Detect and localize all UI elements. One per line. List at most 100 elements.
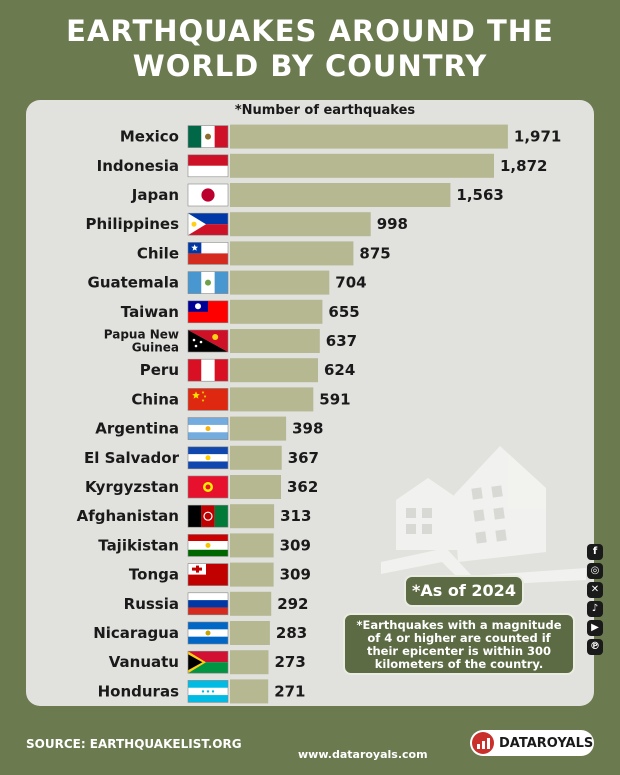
value-label: 283 [276,624,307,642]
brand-name: DATAROYALS [499,735,594,751]
bar-tajikistan [230,533,274,558]
flag-chile-icon [187,242,229,265]
flag-russia-icon [187,592,229,616]
flag-japan-icon [187,183,229,207]
value-label: 1,563 [456,186,503,204]
bar-guatemala [230,270,330,295]
bar-japan [230,183,451,207]
value-label: 998 [377,215,408,233]
x-icon[interactable]: ✕ [587,582,603,598]
flag-china-icon [187,388,229,411]
brand-badge: DATAROYALS [470,730,594,756]
flag-philippines-icon [187,212,229,236]
category-label: Philippines [86,215,180,233]
flag-indonesia-icon [187,154,229,178]
category-label: Chile [137,244,179,262]
bar-el-salvador [230,445,282,470]
flag-mexico-icon [187,125,229,148]
value-label: 591 [319,390,350,408]
category-label: China [131,390,179,408]
category-label: El Salvador [84,449,180,467]
bar-kyrgyzstan [230,475,281,499]
page-title: EARTHQUAKES AROUND THE WORLD BY COUNTRY [0,14,620,84]
chart-panel: *Number of earthquakes Mexico 1,971 Indone… [26,100,594,706]
social-links: f ◎ ✕ ♪ ▶ ℗ [587,544,605,658]
category-label: Taiwan [121,303,179,321]
youtube-icon[interactable]: ▶ [587,620,603,636]
flag-taiwan-icon [187,300,229,324]
bar-indonesia [230,153,494,178]
value-label: 624 [324,361,355,379]
website-link[interactable]: www.dataroyals.com [298,748,428,761]
value-label: 309 [280,536,311,554]
category-label: Mexico [120,128,179,146]
value-label: 637 [326,332,357,350]
bar-tonga [230,562,274,587]
flag-peru-icon [187,358,229,382]
category-label: Indonesia [97,157,179,175]
category-label: Vanuatu [109,653,179,671]
category-label: Nicaragua [93,624,179,642]
bar-afghanistan [230,504,275,529]
bar-argentina [230,416,287,441]
flag-kyrgyzstan-icon [187,475,229,499]
value-label: 398 [292,420,323,438]
value-label: 367 [288,449,319,467]
facebook-icon[interactable]: f [587,544,603,560]
category-label: Peru [140,361,179,379]
tiktok-icon[interactable]: ♪ [587,601,603,617]
as-of-badge: *As of 2024 [404,575,524,607]
bar-chart: *Number of earthquakes Mexico 1,971 Indone… [77,103,586,704]
bar-peru [230,358,318,383]
brand-logo-icon [472,732,494,754]
bar-taiwan [230,299,323,324]
value-label: 655 [328,303,359,321]
flag-tonga-icon [187,563,229,586]
category-label: Russia [124,595,179,613]
source-text: SOURCE: EARTHQUAKELIST.ORG [26,737,242,751]
value-label: 362 [287,478,318,496]
bar-papua-new-guinea [230,329,320,353]
value-label: 875 [359,244,390,262]
value-label: 271 [274,682,305,700]
flag-papua-new-guinea-icon [187,329,229,353]
pinterest-icon[interactable]: ℗ [587,639,603,655]
value-label: 292 [277,595,308,613]
flag-tajikistan-icon [187,534,229,557]
bar-china [230,387,314,412]
value-label: 313 [280,507,311,525]
value-label: 1,971 [514,128,561,146]
chart-subtitle: *Number of earthquakes [235,103,416,118]
title-line-1: EARTHQUAKES AROUND THE [66,14,554,48]
category-label: Japan [131,186,179,204]
flag-guatemala-icon [187,271,229,294]
value-label: 704 [335,274,366,292]
value-label: 1,872 [500,157,547,175]
flag-vanuatu-icon [187,650,229,674]
category-label: Guatemala [88,274,179,292]
bar-philippines [230,212,371,237]
category-label: Kyrgyzstan [85,478,179,496]
category-label: Afghanistan [77,507,179,525]
category-label: Honduras [98,682,179,700]
category-label: Tonga [129,566,179,584]
title-line-2: WORLD BY COUNTRY [132,49,488,83]
bar-russia [230,591,272,616]
bar-nicaragua [230,621,270,645]
category-label: Papua New Guinea [104,327,179,354]
flag-afghanistan-icon [187,504,229,528]
bar-vanuatu [230,650,269,675]
category-label: Tajikistan [98,536,179,554]
flag-argentina-icon [187,417,229,440]
footnote-box: *Earthquakes with a magnitude of 4 or hi… [343,613,575,675]
value-label: 273 [275,653,306,671]
flag-nicaragua-icon [187,621,229,645]
instagram-icon[interactable]: ◎ [587,563,603,579]
category-label: Argentina [95,420,179,438]
bar-chile [230,241,354,266]
flag-honduras-icon [187,680,229,703]
value-label: 309 [280,566,311,584]
bar-mexico [230,124,508,149]
bar-honduras [230,679,269,704]
flag-el-salvador-icon [187,446,229,470]
